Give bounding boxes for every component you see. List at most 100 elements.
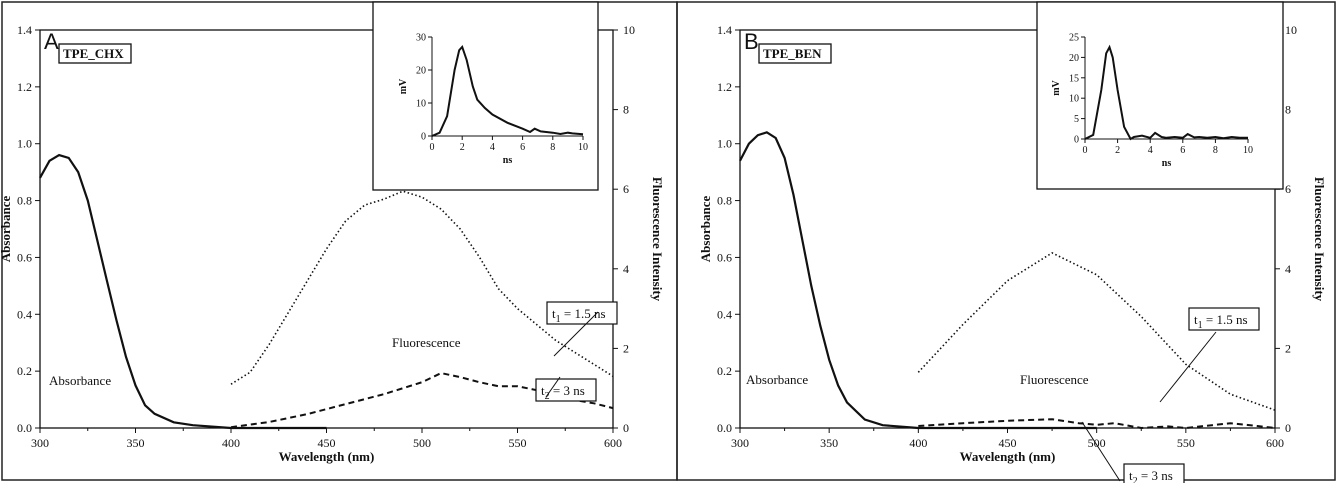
sample-label-box <box>758 43 832 64</box>
fluorescence-t1-series <box>230 190 614 385</box>
inset-x-tick-label: 2 <box>1115 145 1120 156</box>
inset-x-tick-label: 0 <box>430 142 435 153</box>
x-tick-label: 400 <box>909 436 927 450</box>
y-left-tick-label: 1.0 <box>17 137 32 151</box>
x-tick-label: 500 <box>1088 436 1106 450</box>
t2-label-box <box>1123 463 1185 483</box>
t1-label-box <box>1188 307 1260 331</box>
inset-x-tick-label: 4 <box>1148 145 1153 156</box>
y-left-tick-label: 0.4 <box>17 307 32 321</box>
x-axis-label: Wavelength (nm) <box>960 449 1056 464</box>
y-left-tick-label: 0.4 <box>717 307 732 321</box>
y-right-axis-label: Fluorescence Intensity <box>650 177 665 302</box>
inset-decay-series <box>1084 44 1248 141</box>
t2-arrow <box>1081 421 1121 482</box>
inset-x-tick-label: 0 <box>1083 145 1088 156</box>
y-right-tick-label: 0 <box>1285 421 1291 435</box>
inset: 0 2 4 6 8 10 0 5 10 15 20 25 ns mV <box>1036 1 1284 190</box>
y-left-tick-label: 1.0 <box>717 137 732 151</box>
t2-arrow <box>545 376 561 398</box>
inset-x-tick-label: 10 <box>578 142 588 153</box>
t1-arrow <box>1159 331 1217 403</box>
fluorescence-t1-series <box>917 251 1276 411</box>
sample-label-box <box>58 43 132 64</box>
fluorescence-annotation: Fluorescence <box>1020 372 1089 387</box>
t1-arrow <box>553 311 599 357</box>
t1-label-box <box>546 301 618 325</box>
inset-y-tick-label: 5 <box>1074 114 1079 125</box>
t2-label: t2 = 3 ns <box>541 383 585 402</box>
inset-x-tick-label: 6 <box>520 142 525 153</box>
y-left-tick-label: 0.6 <box>17 250 32 264</box>
panel-b: 300 350 400 450 500 550 6000.00.20.40.60.81.01… <box>676 1 1336 483</box>
panel-letter: A <box>44 29 59 54</box>
fluorescence-annotation: Fluorescence <box>392 335 461 350</box>
y-right-tick-label: 6 <box>1285 182 1291 196</box>
y-left-tick-label: 0.6 <box>717 250 732 264</box>
inset-x-tick-label: 8 <box>550 142 555 153</box>
y-right-tick-label: 4 <box>1285 262 1291 276</box>
y-right-tick-label: 0 <box>623 421 629 435</box>
y-left-tick-label: 1.4 <box>717 23 732 37</box>
inset-decay-series <box>431 44 584 137</box>
x-tick-label: 450 <box>999 436 1017 450</box>
t2-label-box <box>535 378 597 402</box>
inset-y-axis-label: mV <box>1051 79 1062 95</box>
y-right-axis-label: Fluorescence Intensity <box>1312 177 1327 302</box>
inset-y-tick-label: 20 <box>416 66 426 77</box>
inset-y-tick-label: 0 <box>1074 135 1079 146</box>
t2-label: t2 = 3 ns <box>1129 468 1173 483</box>
inset-x-tick-label: 6 <box>1180 145 1185 156</box>
inset-y-tick-label: 20 <box>1069 53 1079 64</box>
x-tick-label: 350 <box>127 436 145 450</box>
y-left-axis-label: Absorbance <box>698 196 713 263</box>
t1-label: t1 = 1.5 ns <box>1194 312 1248 331</box>
absorbance-annotation: Absorbance <box>746 372 808 387</box>
inset-y-tick-label: 30 <box>416 33 426 44</box>
x-tick-label: 300 <box>31 436 49 450</box>
y-right-tick-label: 2 <box>1285 341 1291 355</box>
y-left-tick-label: 0.8 <box>17 194 32 208</box>
absorbance-series <box>739 131 1097 430</box>
inset-frame <box>372 1 599 191</box>
inset-x-axis-label: ns <box>503 155 513 166</box>
inset: 0 2 4 6 8 10 0 10 20 30 ns mV <box>372 1 599 191</box>
inset-x-tick-label: 2 <box>460 142 465 153</box>
inset-y-tick-label: 10 <box>1069 94 1079 105</box>
absorbance-annotation: Absorbance <box>49 373 111 388</box>
y-right-tick-label: 10 <box>623 23 635 37</box>
y-right-tick-label: 6 <box>623 182 629 196</box>
panel-letter: B <box>744 29 759 54</box>
inset-x-tick-label: 10 <box>1243 145 1253 156</box>
x-tick-label: 450 <box>318 436 336 450</box>
x-tick-label: 600 <box>604 436 622 450</box>
y-left-tick-label: 0.2 <box>717 364 732 378</box>
panel-frame <box>676 1 1336 481</box>
sample-label: TPE_BEN <box>763 46 822 61</box>
inset-y-tick-label: 25 <box>1069 33 1079 44</box>
sample-label: TPE_CHX <box>63 46 124 61</box>
y-right-tick-label: 4 <box>623 262 629 276</box>
y-left-tick-label: 1.4 <box>17 23 32 37</box>
inset-y-axis-label: mV <box>398 78 409 94</box>
y-left-tick-label: 1.2 <box>17 80 32 94</box>
t1-label: t1 = 1.5 ns <box>552 306 606 325</box>
y-left-axis-label: Absorbance <box>0 196 13 263</box>
y-left-tick-label: 0.2 <box>17 364 32 378</box>
x-tick-label: 600 <box>1266 436 1284 450</box>
inset-x-tick-label: 8 <box>1213 145 1218 156</box>
y-right-tick-label: 10 <box>1285 23 1297 37</box>
x-tick-label: 500 <box>413 436 431 450</box>
x-tick-label: 400 <box>222 436 240 450</box>
x-tick-label: 350 <box>820 436 838 450</box>
y-left-tick-label: 0.8 <box>717 194 732 208</box>
inset-x-axis-label: ns <box>1162 158 1172 169</box>
panel-a: 300 350 400 450 500 550 6000.00.20.40.60.81.01… <box>0 1 678 481</box>
absorbance-series <box>39 153 327 430</box>
inset-y-tick-label: 10 <box>416 99 426 110</box>
x-tick-label: 550 <box>509 436 527 450</box>
x-axis-label: Wavelength (nm) <box>279 449 375 464</box>
fluorescence-t2-series <box>918 418 1276 430</box>
x-tick-label: 550 <box>1177 436 1195 450</box>
